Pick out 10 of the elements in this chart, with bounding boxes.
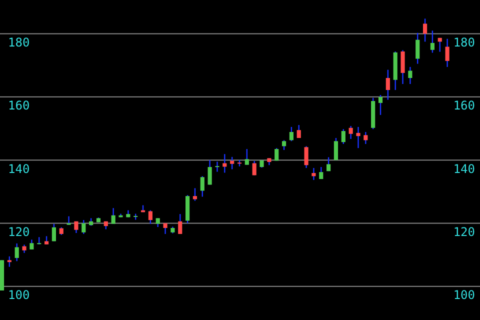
y-tick-label: 180	[8, 36, 30, 50]
y-tick-label: 120	[8, 225, 30, 240]
y-tick-label: 160	[8, 98, 30, 113]
y2-tick-label: 140	[453, 162, 475, 176]
y2-tick-label: 100	[453, 288, 475, 302]
y-tick-label: 140	[8, 162, 30, 176]
y2-tick-label: 160	[453, 98, 475, 113]
y-tick-label: 100	[8, 288, 30, 302]
y2-tick-label: 120	[453, 225, 475, 240]
y2-tick-label: 180	[453, 36, 475, 50]
